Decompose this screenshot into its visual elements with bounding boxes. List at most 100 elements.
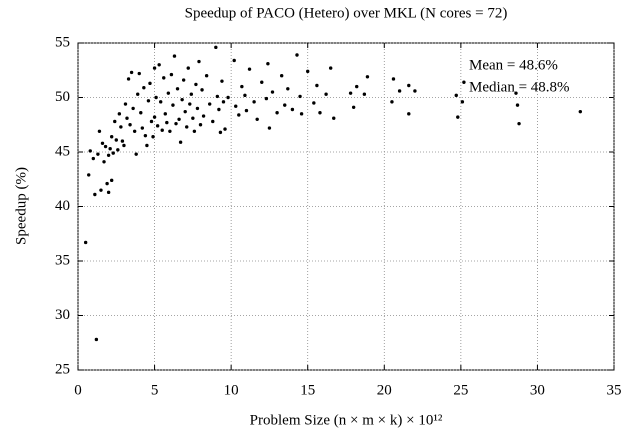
point xyxy=(192,129,197,133)
point xyxy=(234,104,238,108)
point xyxy=(515,103,520,107)
point xyxy=(332,116,336,120)
point xyxy=(177,117,181,122)
y-tick-label: 55 xyxy=(55,34,70,50)
y-tick-label: 25 xyxy=(55,361,70,377)
point xyxy=(100,141,105,145)
point xyxy=(299,112,304,116)
point xyxy=(165,120,169,125)
point xyxy=(181,78,186,82)
point xyxy=(279,74,284,78)
annotation: Median = 48.8% xyxy=(469,79,570,95)
point xyxy=(154,95,158,100)
y-tick-label: 45 xyxy=(55,143,70,159)
point xyxy=(87,173,91,177)
y-tick-label: 40 xyxy=(55,198,70,214)
point xyxy=(123,102,128,106)
point xyxy=(140,126,145,130)
point xyxy=(454,93,458,98)
point xyxy=(94,337,99,342)
point xyxy=(111,151,115,155)
point xyxy=(116,148,120,152)
point xyxy=(255,117,259,122)
annotation: Mean = 48.6% xyxy=(469,57,558,73)
point xyxy=(195,106,200,111)
point xyxy=(160,128,164,132)
point xyxy=(221,100,226,104)
point xyxy=(168,129,172,133)
point xyxy=(99,188,103,192)
point xyxy=(295,53,299,57)
y-tick-label: 30 xyxy=(55,307,70,323)
point xyxy=(152,115,157,119)
x-tick-label: 15 xyxy=(300,382,315,398)
point xyxy=(290,107,295,112)
point xyxy=(122,143,126,148)
point xyxy=(266,62,270,66)
point xyxy=(264,96,269,101)
point xyxy=(397,89,402,93)
point xyxy=(215,94,220,99)
x-tick-label: 10 xyxy=(224,382,239,398)
point xyxy=(166,91,171,95)
point xyxy=(106,190,111,195)
point xyxy=(315,83,319,88)
point xyxy=(142,85,146,90)
point xyxy=(578,109,583,114)
point xyxy=(223,127,227,131)
x-axis-label: Problem Size (n × m × k) × 10¹² xyxy=(250,412,443,428)
point xyxy=(109,178,114,183)
point xyxy=(247,67,252,71)
point xyxy=(169,72,174,77)
point xyxy=(113,119,117,124)
x-tick-label: 0 xyxy=(74,382,82,398)
point xyxy=(93,192,97,197)
point xyxy=(197,59,201,64)
point xyxy=(413,89,417,93)
point xyxy=(131,106,135,111)
point xyxy=(83,240,88,245)
point xyxy=(139,111,143,115)
point xyxy=(146,99,151,103)
point xyxy=(324,92,328,96)
point xyxy=(174,121,178,126)
point xyxy=(201,114,206,118)
point xyxy=(143,133,148,138)
point xyxy=(136,92,140,96)
point xyxy=(226,95,230,100)
point xyxy=(152,66,157,70)
point xyxy=(351,105,356,110)
point xyxy=(217,107,221,112)
point xyxy=(117,112,122,116)
point xyxy=(155,124,160,128)
x-tick-label: 25 xyxy=(453,382,468,398)
point xyxy=(362,92,367,96)
point xyxy=(240,84,244,89)
chart-title: Speedup of PACO (Hetero) over MKL (N cor… xyxy=(185,5,508,21)
point xyxy=(283,103,287,107)
point xyxy=(128,123,132,127)
point xyxy=(149,119,154,124)
point xyxy=(189,92,194,96)
point xyxy=(275,111,279,115)
point xyxy=(407,83,411,88)
point xyxy=(105,181,109,186)
point xyxy=(198,123,203,127)
point xyxy=(119,125,123,129)
x-tick-label: 30 xyxy=(530,382,545,398)
point xyxy=(312,101,316,105)
point xyxy=(514,91,518,95)
point xyxy=(391,77,396,81)
point xyxy=(243,93,247,98)
point xyxy=(171,103,175,107)
point xyxy=(97,129,102,133)
point xyxy=(517,121,521,126)
point xyxy=(218,130,223,135)
point xyxy=(208,102,212,106)
point xyxy=(129,70,134,75)
point xyxy=(220,79,224,83)
point xyxy=(355,84,359,89)
point xyxy=(232,58,236,63)
point xyxy=(88,149,92,153)
point xyxy=(172,54,177,58)
